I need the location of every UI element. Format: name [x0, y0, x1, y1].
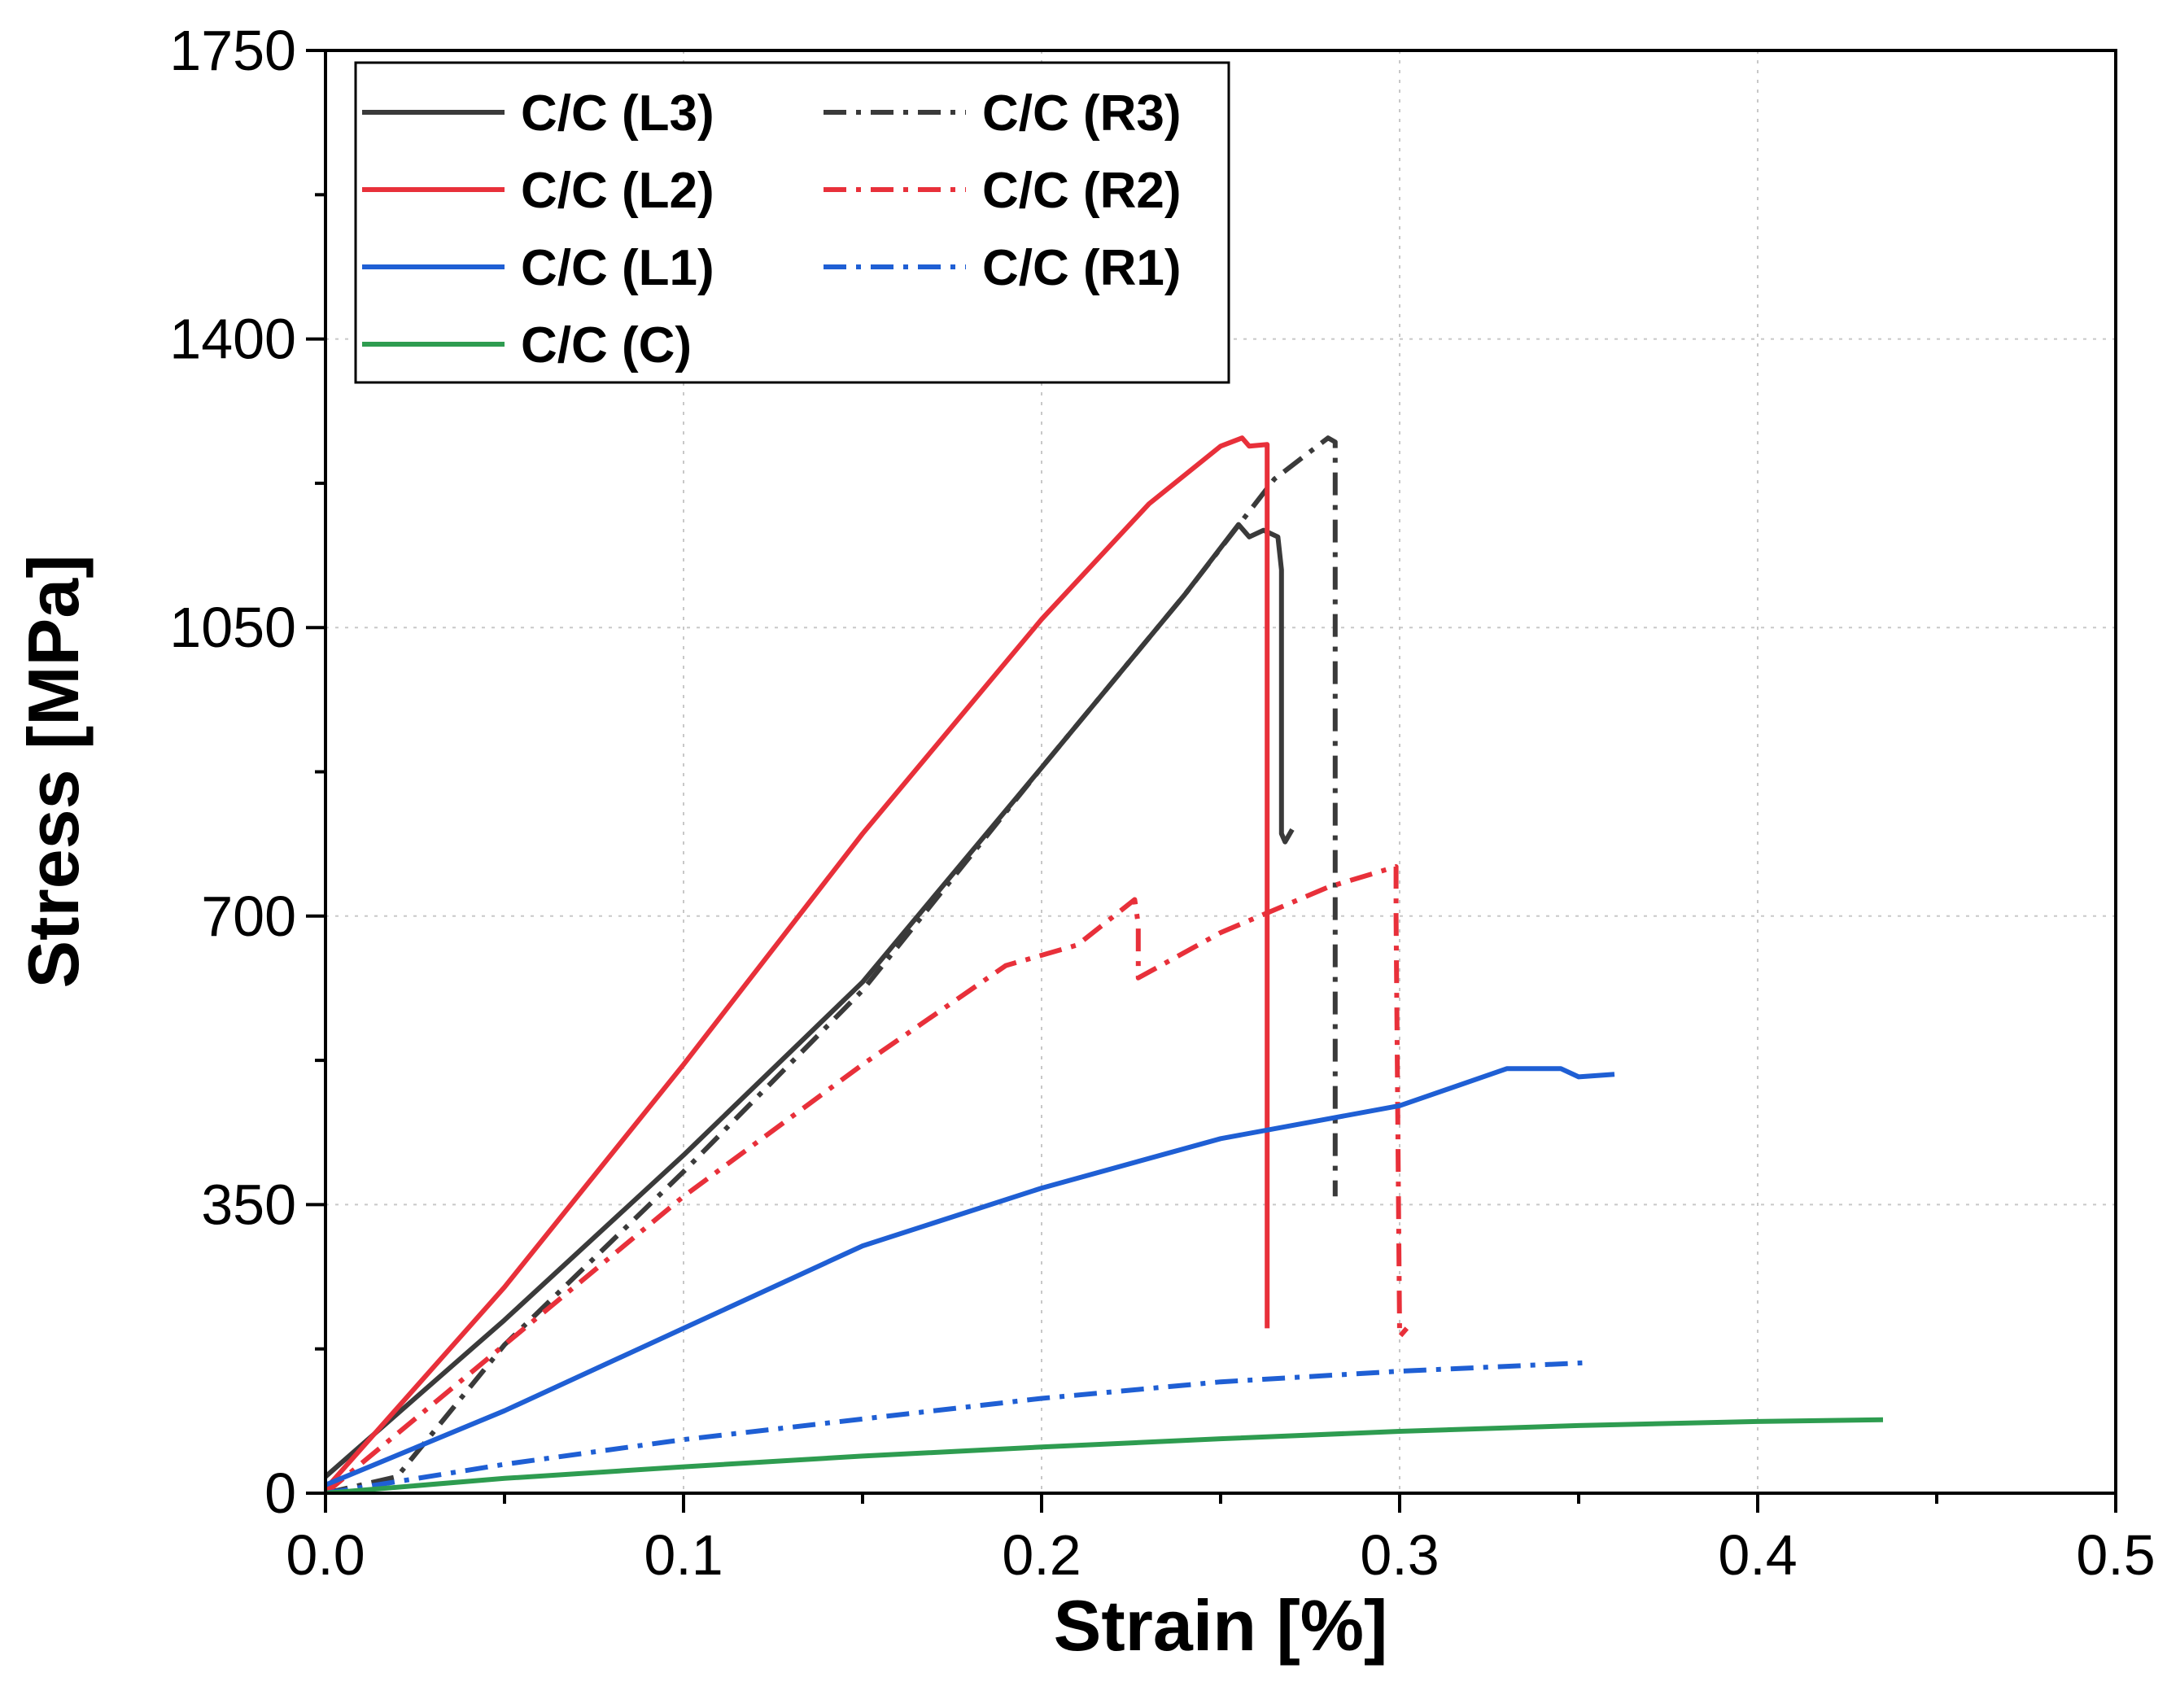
legend-label: C/C (R3): [982, 85, 1182, 142]
legend-label: C/C (L3): [521, 85, 714, 142]
y-tick-label: 1400: [169, 308, 296, 371]
x-axis-title: Strain [%]: [1054, 1585, 1388, 1666]
series-line: [325, 1360, 1583, 1493]
legend-label: C/C (L1): [521, 240, 714, 296]
y-tick-label: 0: [264, 1461, 296, 1525]
x-tick-label: 0.0: [286, 1523, 365, 1587]
series-line: [325, 1066, 1615, 1487]
legend-label: C/C (R1): [982, 240, 1182, 296]
legend: C/C (L3) C/C (L2) C/C (L1) C/C (C) C/C (R3) C…: [354, 61, 1230, 384]
y-tick-label: 350: [201, 1173, 296, 1236]
series-line: [325, 435, 1338, 1493]
axis-tick-labels: 0.0 0.1 0.2 0.3 0.4 0.5 0 350 700 1050 1400 1750: [169, 19, 2155, 1587]
legend-box: [354, 61, 1230, 384]
series-line: [325, 1417, 1884, 1493]
x-tick-label: 0.4: [1718, 1523, 1797, 1587]
legend-label: C/C (R2): [982, 163, 1182, 219]
y-tick-label: 1750: [169, 19, 296, 82]
x-tick-label: 0.1: [644, 1523, 723, 1587]
x-tick-label: 0.5: [2076, 1523, 2155, 1587]
y-tick-label: 700: [201, 885, 296, 948]
series-line: [325, 522, 1295, 1479]
legend-label: C/C (L2): [521, 163, 714, 219]
series-lines: [325, 435, 1884, 1493]
series-line: [325, 864, 1409, 1493]
series-line: [325, 435, 1270, 1491]
y-tick-label: 1050: [169, 596, 296, 659]
x-tick-label: 0.3: [1360, 1523, 1439, 1587]
axis-ticks: [306, 49, 2117, 1513]
legend-label: C/C (C): [521, 317, 692, 373]
x-tick-label: 0.2: [1002, 1523, 1081, 1587]
y-axis-title: Stress [MPa]: [13, 554, 94, 988]
